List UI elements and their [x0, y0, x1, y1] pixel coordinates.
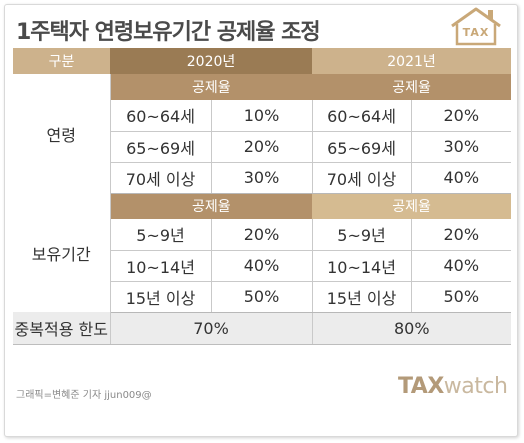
- limit-2020: 70%: [110, 312, 313, 345]
- table-row: 10~14년 40% 10~14년 40%: [13, 250, 512, 282]
- table-row: 15년 이상 50% 15년 이상 50%: [13, 281, 512, 313]
- holding-rate-cell: 20%: [211, 219, 313, 251]
- page-title: 1주택자 연령보유기간 공제율 조정: [16, 20, 321, 45]
- table-row: 65~69세 20% 65~69세 30%: [13, 131, 512, 163]
- age-rate-cell: 10%: [211, 100, 313, 132]
- brand-logo: TAXwatch: [398, 374, 508, 399]
- graphic-credit: 그래픽=변혜준 기자 jjun009@: [16, 390, 152, 401]
- table-row: 5~9년 20% 5~9년 20%: [13, 219, 512, 251]
- age-rate-cell: 30%: [211, 162, 313, 194]
- holding-rate-cell: 20%: [411, 219, 512, 251]
- age-range-cell: 65~69세: [110, 131, 212, 163]
- tax-house-icon: TAX: [448, 6, 504, 46]
- age-rate-cell: 20%: [211, 131, 313, 163]
- age-rate-label-2021: 공제율: [312, 74, 512, 100]
- age-rate-cell: 20%: [411, 100, 512, 132]
- header-gubun: 구분: [13, 48, 110, 74]
- holding-range-cell: 5~9년: [311, 219, 412, 251]
- age-range-cell: 70세 이상: [311, 162, 412, 194]
- table-row: 70세 이상 30% 70세 이상 40%: [13, 162, 512, 194]
- limit-row: 중복적용 한도 70% 80%: [13, 312, 512, 345]
- tax-icon-label: TAX: [462, 26, 490, 39]
- holding-rate-label-2020: 공제율: [110, 193, 313, 219]
- holding-rate-header-row: 보유기간 공제율 공제율: [13, 193, 512, 312]
- age-rate-header-row: 연령 공제율 공제율: [13, 74, 512, 193]
- brand-logo-part2: watch: [443, 374, 508, 399]
- holding-rate-cell: 50%: [411, 281, 512, 313]
- age-range-cell: 70세 이상: [110, 162, 212, 194]
- holding-range-cell: 10~14년: [110, 250, 212, 282]
- holding-rate-cell: 40%: [211, 250, 313, 282]
- age-row-label: 연령: [13, 74, 111, 193]
- holding-rate-cell: 40%: [411, 250, 512, 282]
- brand-logo-part1: TAX: [398, 374, 444, 399]
- holding-row-label: 보유기간: [13, 193, 111, 312]
- table-header-row: 구분 2020년 2021년: [13, 48, 512, 74]
- age-range-cell: 60~64세: [110, 100, 212, 132]
- table-row: 60~64세 10% 60~64세 20%: [13, 100, 512, 132]
- holding-range-cell: 15년 이상: [311, 281, 412, 313]
- age-range-cell: 65~69세: [311, 131, 412, 163]
- age-range-cell: 60~64세: [311, 100, 412, 132]
- limit-2021: 80%: [312, 312, 512, 345]
- age-rate-cell: 40%: [411, 162, 512, 194]
- header-2020: 2020년: [110, 48, 313, 74]
- holding-range-cell: 15년 이상: [110, 281, 212, 313]
- holding-rate-label-2021: 공제율: [312, 193, 512, 219]
- header-2021: 2021년: [312, 48, 512, 74]
- age-rate-label-2020: 공제율: [110, 74, 313, 100]
- holding-range-cell: 5~9년: [110, 219, 212, 251]
- age-rate-cell: 30%: [411, 131, 512, 163]
- limit-row-label: 중복적용 한도: [13, 312, 111, 345]
- deduction-table: 구분 2020년 2021년 연령 공제율 공제율 60~64세 10% 60~…: [13, 48, 512, 345]
- holding-range-cell: 10~14년: [311, 250, 412, 282]
- holding-rate-cell: 50%: [211, 281, 313, 313]
